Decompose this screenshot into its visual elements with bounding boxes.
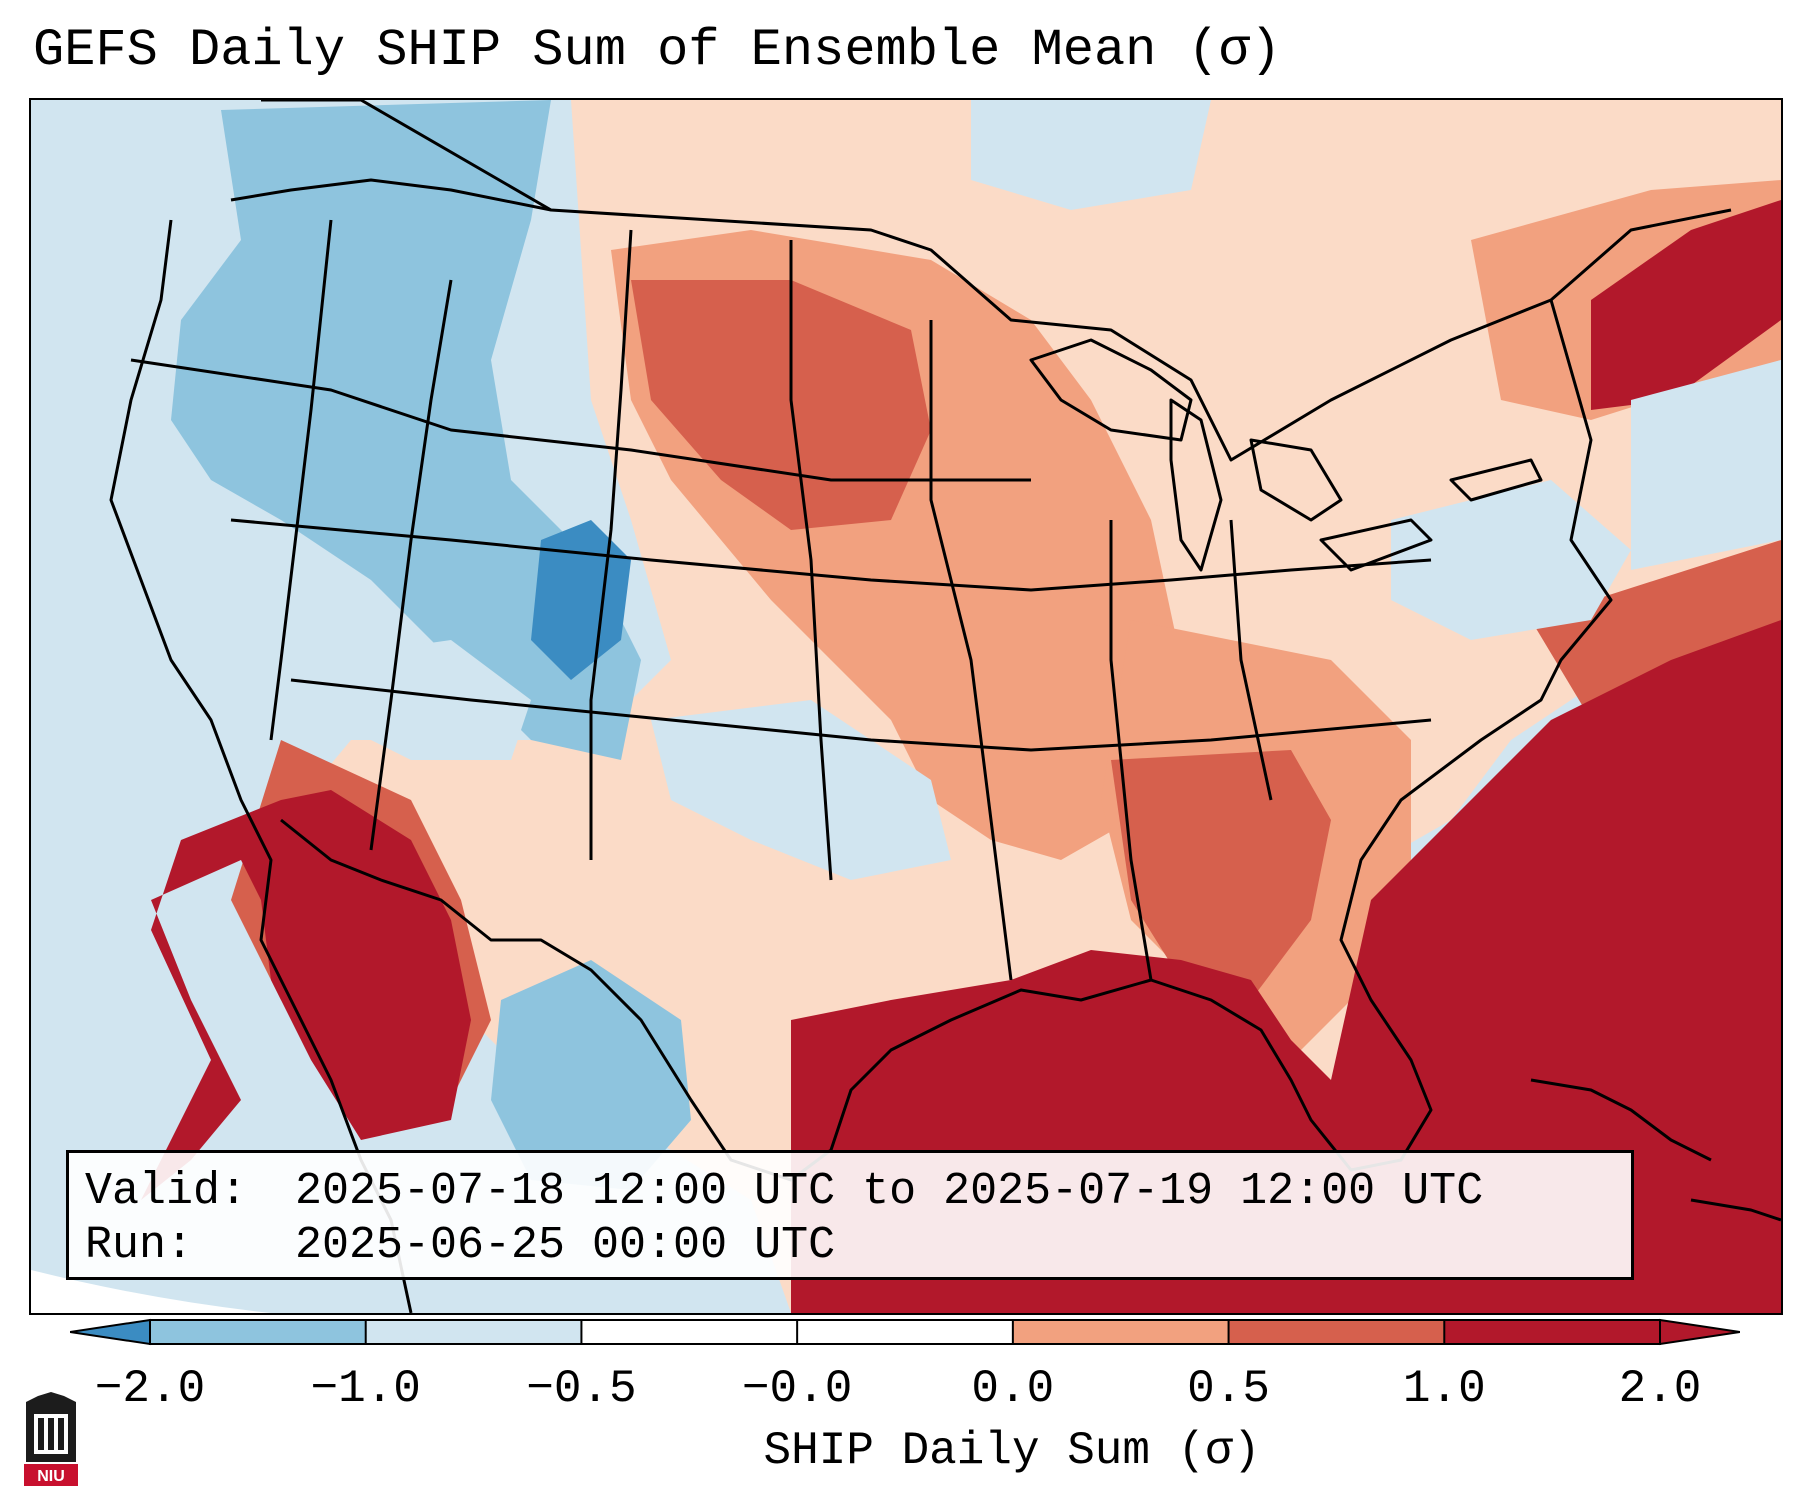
hispaniola-outline [1690, 1198, 1781, 1222]
south-and-east-coastline [280, 299, 1613, 1182]
colorbar-segment [150, 1320, 367, 1344]
colorbar-tick-label: −0.0 [741, 1363, 853, 1415]
field-strong-positive-tennessee [1111, 750, 1331, 1000]
map-boundaries [109, 100, 1781, 1313]
field-light-negative-atlantic [1631, 360, 1781, 570]
lake-superior [1029, 338, 1193, 442]
colorbar-segment [1012, 1320, 1230, 1344]
state-line-west-a [269, 219, 333, 741]
colorbar-label: SHIP Daily Sum (σ) [763, 1425, 1261, 1477]
colorbar-tick-label: −1.0 [310, 1363, 421, 1415]
state-line-appalachian [1229, 519, 1273, 801]
map-panel [29, 98, 1783, 1315]
svg-text:NIU: NIU [37, 1468, 65, 1485]
colorbar-tick-label: 0.0 [971, 1363, 1055, 1415]
state-line-west-b [369, 279, 453, 851]
valid-label: Valid: [85, 1166, 248, 1217]
northern-border [261, 100, 1732, 462]
colorbar-segments [70, 1318, 1740, 1346]
colorbar-tick-label: 0.5 [1187, 1363, 1270, 1415]
map-title: GEFS Daily SHIP Sum of Ensemble Mean (σ) [33, 21, 1282, 80]
colorbar-segment [797, 1320, 1014, 1344]
field-light-negative-mid-atlantic [1391, 480, 1631, 640]
state-line-east [1109, 520, 1153, 981]
map-svg [31, 100, 1781, 1313]
field-light-negative-canada [971, 100, 1211, 210]
field-extreme-positive-southwest [141, 790, 471, 1200]
border-upper [230, 178, 552, 212]
field-medium-negative-west [171, 100, 641, 760]
lake-michigan [1169, 398, 1223, 572]
cuba-outline [1530, 1078, 1712, 1162]
field-extreme-positive-gulf-atlantic [791, 620, 1781, 1313]
niu-logo: NIU [24, 1392, 78, 1486]
field-extreme-positive-new-england [1591, 200, 1781, 410]
state-line-plains-a [589, 229, 633, 860]
colorbar-tick-label: −2.0 [94, 1363, 206, 1415]
valid-value: 2025-07-18 12:00 UTC to 2025-07-19 12:00… [295, 1166, 1484, 1217]
colorbar-segment [1444, 1320, 1661, 1344]
state-line-plains-b [789, 240, 833, 881]
colorbar-tick-label: 1.0 [1402, 1363, 1486, 1415]
anomaly-field [141, 100, 1781, 1313]
west-coastline [109, 219, 413, 1313]
valid-time-box: Valid: 2025-07-18 12:00 UTC to 2025-07-19… [66, 1150, 1634, 1280]
colorbar-tick-label: −0.5 [526, 1363, 637, 1415]
run-label: Run: [85, 1220, 194, 1271]
colorbar-segment [581, 1320, 798, 1344]
run-value: 2025-06-25 00:00 UTC [295, 1220, 836, 1271]
field-light-negative-southwest [311, 640, 531, 760]
field-medium-negative-mexico [491, 960, 691, 1190]
lake-erie [1319, 518, 1433, 572]
state-line-lower-tier [290, 678, 1432, 752]
projection-edge [31, 1270, 271, 1313]
lake-ontario [1449, 458, 1543, 502]
colorbar-frame [149, 1319, 1661, 1345]
colorbar-segment [365, 1320, 582, 1344]
colorbar-tick-label: 2.0 [1618, 1363, 1702, 1415]
colorbar [70, 1318, 1740, 1346]
colorbar-extend-high [1659, 1318, 1740, 1346]
field-light-negative-oklahoma [651, 700, 951, 880]
colorbar-segment [1228, 1320, 1445, 1344]
field-strong-positive-dakotas [631, 280, 931, 530]
state-line-midwest [929, 320, 1013, 981]
colorbar-extend-low [70, 1318, 151, 1346]
lake-huron [1249, 438, 1343, 522]
state-line-upper-tier [130, 358, 1031, 482]
